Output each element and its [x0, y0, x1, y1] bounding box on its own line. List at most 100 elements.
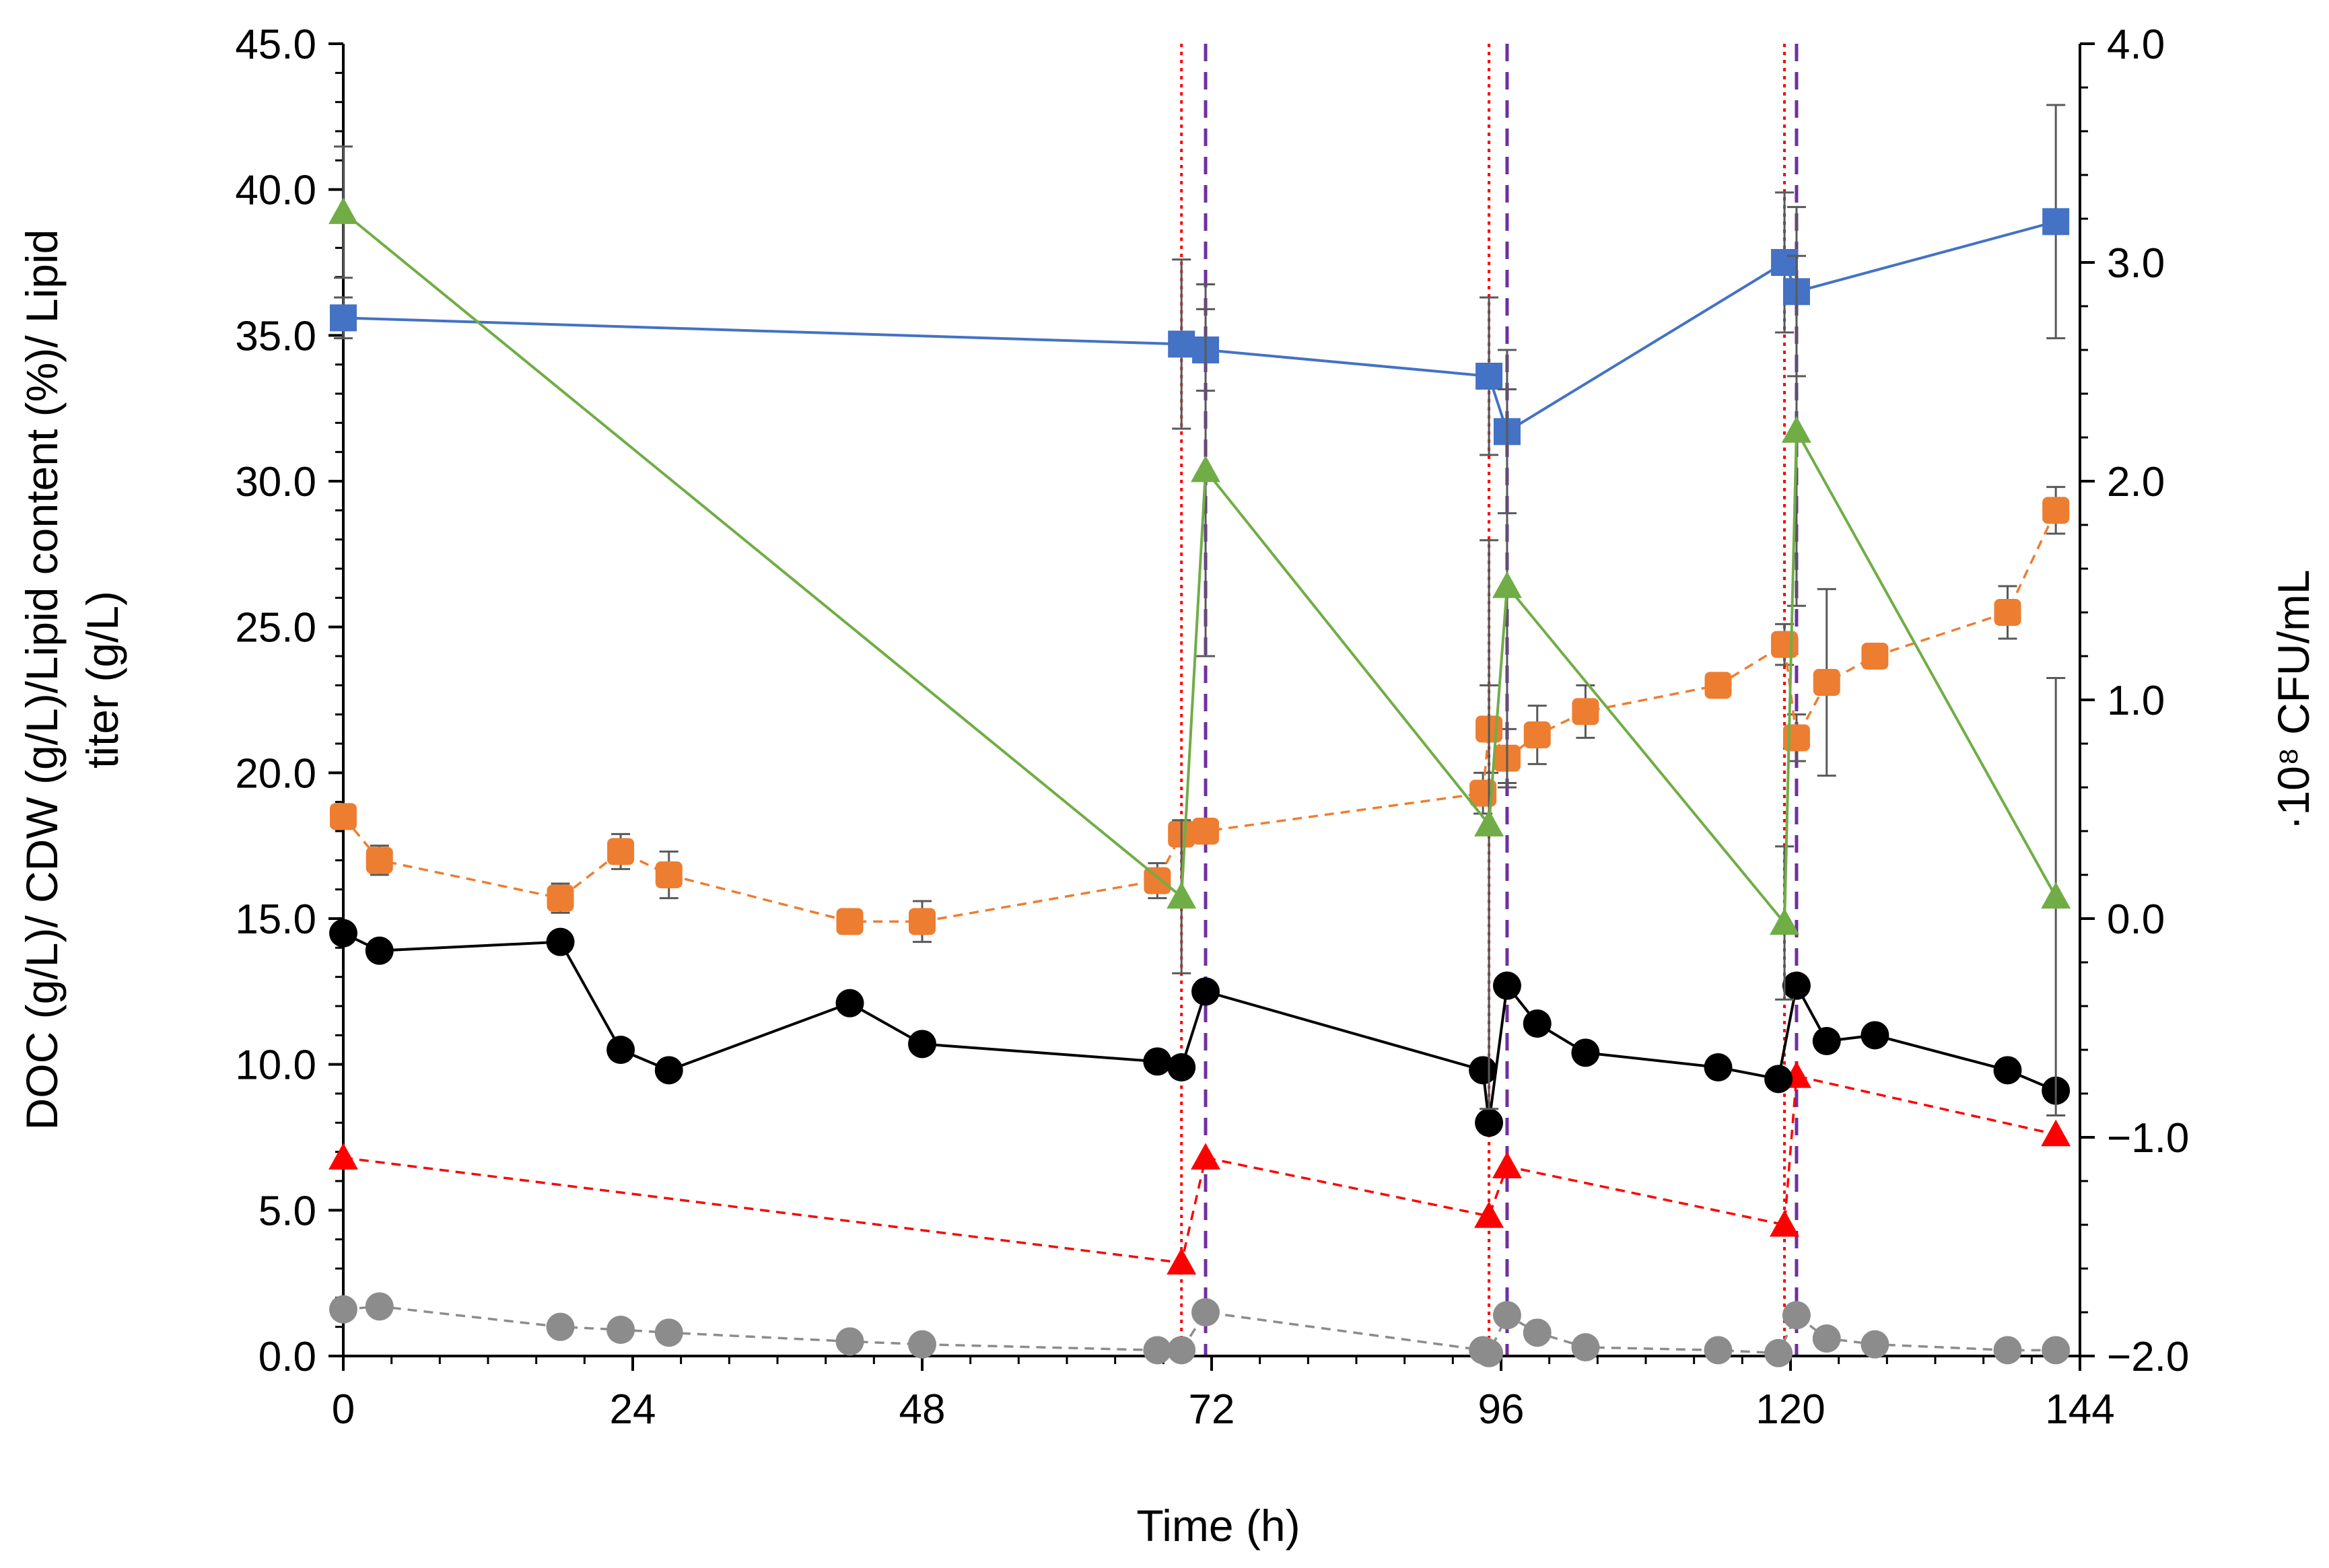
data-point: [1572, 698, 1599, 725]
data-point: [1167, 1248, 1197, 1275]
data-point: [1191, 1143, 1221, 1170]
series-layer: [328, 104, 2071, 1367]
data-point: [1474, 1201, 1504, 1228]
data-point: [328, 197, 358, 224]
data-point: [1993, 1336, 2022, 1365]
data-point: [1771, 249, 1799, 276]
data-point: [835, 989, 864, 1018]
data-point: [1704, 672, 1732, 699]
data-point: [1168, 330, 1195, 358]
data-point: [1191, 1298, 1220, 1326]
y-tick-label: 30.0: [235, 459, 316, 505]
data-point: [1143, 1336, 1172, 1365]
data-point: [1781, 416, 1811, 443]
data-point: [2042, 208, 2070, 236]
y-tick-label: 35.0: [235, 313, 316, 359]
x-tick-label: 144: [2045, 1386, 2114, 1433]
data-point: [1571, 1038, 1600, 1067]
data-point: [546, 1312, 575, 1341]
data-point: [1492, 1151, 1522, 1178]
data-point: [1813, 669, 1840, 696]
y2-tick-label: 0.0: [2107, 896, 2165, 943]
x-tick-label: 120: [1756, 1386, 1825, 1433]
y-tick-label: 15.0: [235, 896, 316, 943]
data-point: [1475, 363, 1503, 390]
data-point: [1492, 571, 1522, 598]
data-point: [1143, 1047, 1172, 1076]
data-point: [1782, 971, 1811, 1000]
data-point: [909, 908, 936, 935]
data-point: [1861, 643, 1889, 670]
data-point: [1192, 818, 1220, 845]
data-point: [1782, 1301, 1811, 1330]
data-point: [330, 803, 357, 830]
data-point: [908, 1030, 936, 1059]
data-point: [2042, 1336, 2071, 1365]
y-tick-label: 40.0: [235, 168, 316, 214]
data-point: [1475, 1339, 1504, 1367]
data-point: [365, 936, 394, 965]
data-point: [1861, 1021, 1889, 1050]
data-point: [1571, 1333, 1600, 1361]
series-line: [343, 931, 2056, 1123]
y-tick-label: 5.0: [258, 1188, 316, 1234]
y-axis-label-line2: titer (g/L): [77, 591, 127, 769]
y2-tick-label: 4.0: [2107, 22, 2165, 68]
data-point: [1770, 908, 1800, 935]
data-point: [1167, 1336, 1196, 1365]
data-point: [330, 304, 357, 332]
series-3: [329, 1292, 2071, 1367]
data-point: [366, 847, 393, 874]
y2-tick-label: −1.0: [2107, 1115, 2189, 1162]
data-point: [1704, 1053, 1733, 1081]
series-4: [328, 145, 2071, 1116]
data-point: [546, 927, 575, 956]
data-point: [1994, 599, 2021, 626]
data-point: [1764, 1065, 1793, 1094]
data-point: [1492, 1301, 1521, 1330]
y-axis-label-line1: DOC (g/L)/ CDW (g/L)/Lipid content (%)/ …: [17, 229, 67, 1131]
x-axis-label: Time (h): [1136, 1501, 1300, 1551]
series-line: [343, 220, 2056, 434]
data-point: [365, 1292, 394, 1321]
y-tick-label: 25.0: [235, 605, 316, 651]
series-line: [342, 211, 2057, 927]
data-point: [655, 861, 683, 888]
x-tick-label: 24: [610, 1386, 656, 1433]
data-point: [1523, 1318, 1552, 1347]
data-point: [1764, 1339, 1793, 1367]
y-tick-label: 45.0: [235, 22, 316, 68]
y2-tick-label: −2.0: [2107, 1334, 2189, 1380]
data-point: [1861, 1330, 1889, 1359]
y-tick-label: 0.0: [258, 1334, 316, 1380]
y-tick-label: 20.0: [235, 750, 316, 797]
data-point: [1474, 810, 1504, 836]
series-line: [343, 1074, 2056, 1264]
data-point: [1167, 1053, 1196, 1081]
data-point: [654, 1056, 683, 1085]
data-point: [654, 1318, 683, 1347]
data-point: [1782, 724, 1810, 752]
data-point: [1191, 455, 1221, 483]
x-tick-label: 48: [899, 1386, 946, 1433]
data-point: [1492, 971, 1521, 1000]
axes: [328, 42, 2095, 1371]
x-tick-label: 72: [1189, 1386, 1235, 1433]
tick-labels: 0 24 48 72 96 120 144 0.0 5.0 10.0 15.0 20.0 25.0 30.…: [235, 22, 2189, 1433]
series-line: [342, 509, 2057, 923]
data-point: [2041, 882, 2071, 909]
data-point: [836, 908, 864, 935]
data-point: [1475, 1108, 1504, 1137]
y-tick-label: 10.0: [235, 1042, 316, 1089]
data-point: [606, 1316, 635, 1344]
data-point: [606, 1036, 635, 1064]
data-point: [1144, 867, 1171, 894]
series-5: [328, 1061, 2071, 1275]
data-point: [329, 919, 357, 948]
y2-tick-label: 2.0: [2107, 459, 2165, 505]
data-point: [1812, 1027, 1841, 1055]
x-tick-label: 0: [332, 1386, 355, 1433]
data-point: [1993, 1056, 2022, 1085]
y2-tick-label: 3.0: [2107, 240, 2165, 287]
